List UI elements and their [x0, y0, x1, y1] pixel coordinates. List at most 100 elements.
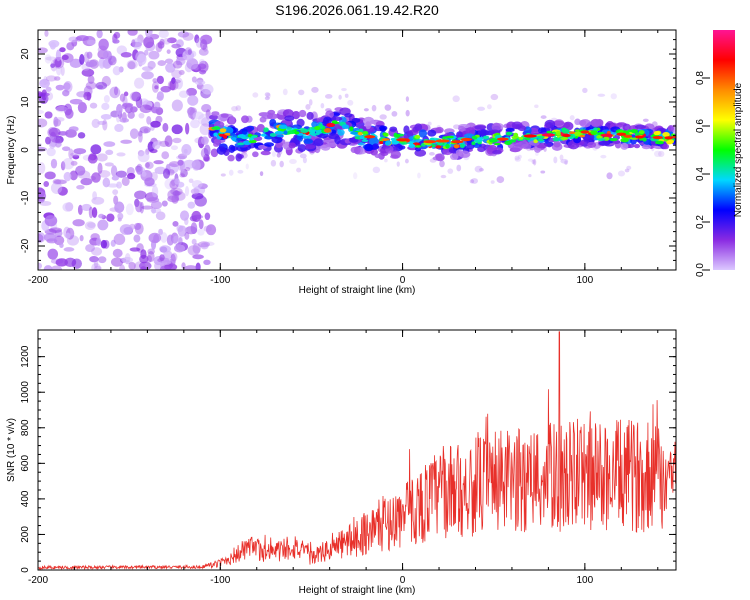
heatmap-cell	[298, 109, 307, 118]
heatmap-cell	[192, 254, 204, 260]
heatmap-cell	[347, 99, 354, 106]
heatmap-cell	[81, 68, 95, 77]
heatmap-cell	[288, 142, 297, 149]
heatmap-cell	[211, 126, 221, 130]
heatmap-cell	[88, 206, 94, 219]
heatmap-cell	[129, 247, 141, 252]
heatmap-hotspot	[364, 135, 376, 139]
heatmap-cell	[252, 92, 259, 98]
heatmap-cell	[72, 219, 85, 227]
heatmap-cell	[102, 50, 112, 60]
heatmap-cell	[86, 39, 96, 46]
heatmap-cell	[73, 148, 87, 155]
heatmap-cell	[429, 152, 435, 156]
heatmap-cell	[120, 139, 133, 144]
heatmap-cell	[143, 36, 155, 49]
heatmap-cell	[83, 51, 90, 64]
heatmap-cell	[50, 265, 63, 270]
heatmap-cell	[119, 224, 133, 235]
heatmap-cell	[144, 161, 154, 170]
heatmap-cell	[287, 130, 296, 135]
heatmap-cell	[64, 257, 77, 268]
heatmap-cell	[609, 137, 618, 142]
heatmap-cell	[574, 131, 582, 137]
heatmap-cell	[474, 125, 487, 130]
heatmap-cell	[518, 137, 524, 140]
heatmap-cell	[326, 122, 336, 128]
heatmap-cell	[90, 144, 102, 155]
heatmap-cell	[155, 211, 166, 221]
heatmap-cell	[119, 264, 126, 270]
heatmap-cell	[96, 153, 108, 162]
heatmap-cell	[597, 93, 606, 97]
heatmap-cell	[146, 255, 152, 263]
y-tick-label: 200	[20, 526, 31, 543]
heatmap-cell	[146, 116, 152, 125]
heatmap-cell	[159, 254, 165, 262]
heatmap-cell	[235, 105, 242, 111]
heatmap-cell	[39, 200, 52, 206]
heatmap-cell	[405, 96, 410, 102]
heatmap-cell	[331, 116, 343, 121]
heatmap-cell	[170, 253, 176, 266]
heatmap-cell	[222, 134, 228, 139]
heatmap-cell	[127, 61, 136, 70]
heatmap-cell	[97, 170, 111, 178]
heatmap-cell	[252, 151, 259, 158]
heatmap-cell	[535, 151, 539, 156]
heatmap-cell	[44, 111, 53, 119]
heatmap-cell	[159, 38, 165, 46]
heatmap-cell	[129, 128, 139, 139]
heatmap-cell	[50, 158, 58, 169]
heatmap-hotspot	[496, 137, 509, 141]
heatmap-cell	[344, 93, 349, 98]
heatmap-cell	[364, 143, 374, 152]
heatmap-cell	[200, 147, 209, 159]
heatmap-cell	[296, 167, 302, 173]
heatmap-cell	[553, 140, 561, 148]
heatmap-cell	[655, 140, 664, 145]
heatmap-cell	[162, 37, 171, 45]
heatmap-cell	[304, 144, 316, 150]
spectrogram-y-label: Frequency (Hz)	[6, 116, 17, 185]
heatmap-cell	[112, 66, 121, 76]
heatmap-cell	[341, 124, 350, 129]
heatmap-cell	[546, 130, 553, 134]
heatmap-cell	[77, 170, 91, 179]
heatmap-cell	[323, 128, 332, 133]
heatmap-cell	[379, 140, 384, 145]
heatmap-cell	[116, 181, 123, 189]
heatmap-cell	[153, 101, 161, 110]
heatmap-cell	[172, 137, 182, 144]
heatmap-cell	[477, 146, 486, 153]
heatmap-cell	[185, 122, 190, 135]
heatmap-cell	[414, 145, 422, 148]
heatmap-cell	[80, 177, 93, 186]
heatmap-cell	[83, 91, 92, 101]
heatmap-hotspot	[396, 138, 409, 142]
heatmap-cell	[642, 137, 647, 142]
colorbar-tick-label: 0.0	[695, 263, 706, 277]
heatmap-cell	[154, 85, 159, 90]
heatmap-cell	[46, 238, 58, 244]
heatmap-cell	[181, 144, 192, 156]
heatmap-cell	[374, 153, 383, 159]
heatmap-hotspot	[435, 139, 450, 143]
heatmap-hotspot	[664, 136, 673, 140]
heatmap-cell	[537, 138, 544, 142]
heatmap-cell	[308, 99, 313, 106]
heatmap-cell	[130, 106, 138, 113]
heatmap-cell	[504, 140, 512, 146]
heatmap-cell	[289, 158, 297, 165]
heatmap-cell	[311, 86, 319, 93]
heatmap-hotspot	[523, 134, 537, 138]
heatmap-cell	[191, 76, 197, 83]
heatmap-cell	[182, 159, 196, 169]
heatmap-cell	[228, 144, 236, 154]
heatmap-cell	[167, 189, 180, 201]
heatmap-cell	[458, 125, 466, 132]
heatmap-cell	[77, 132, 86, 139]
heatmap-cell	[204, 212, 211, 221]
